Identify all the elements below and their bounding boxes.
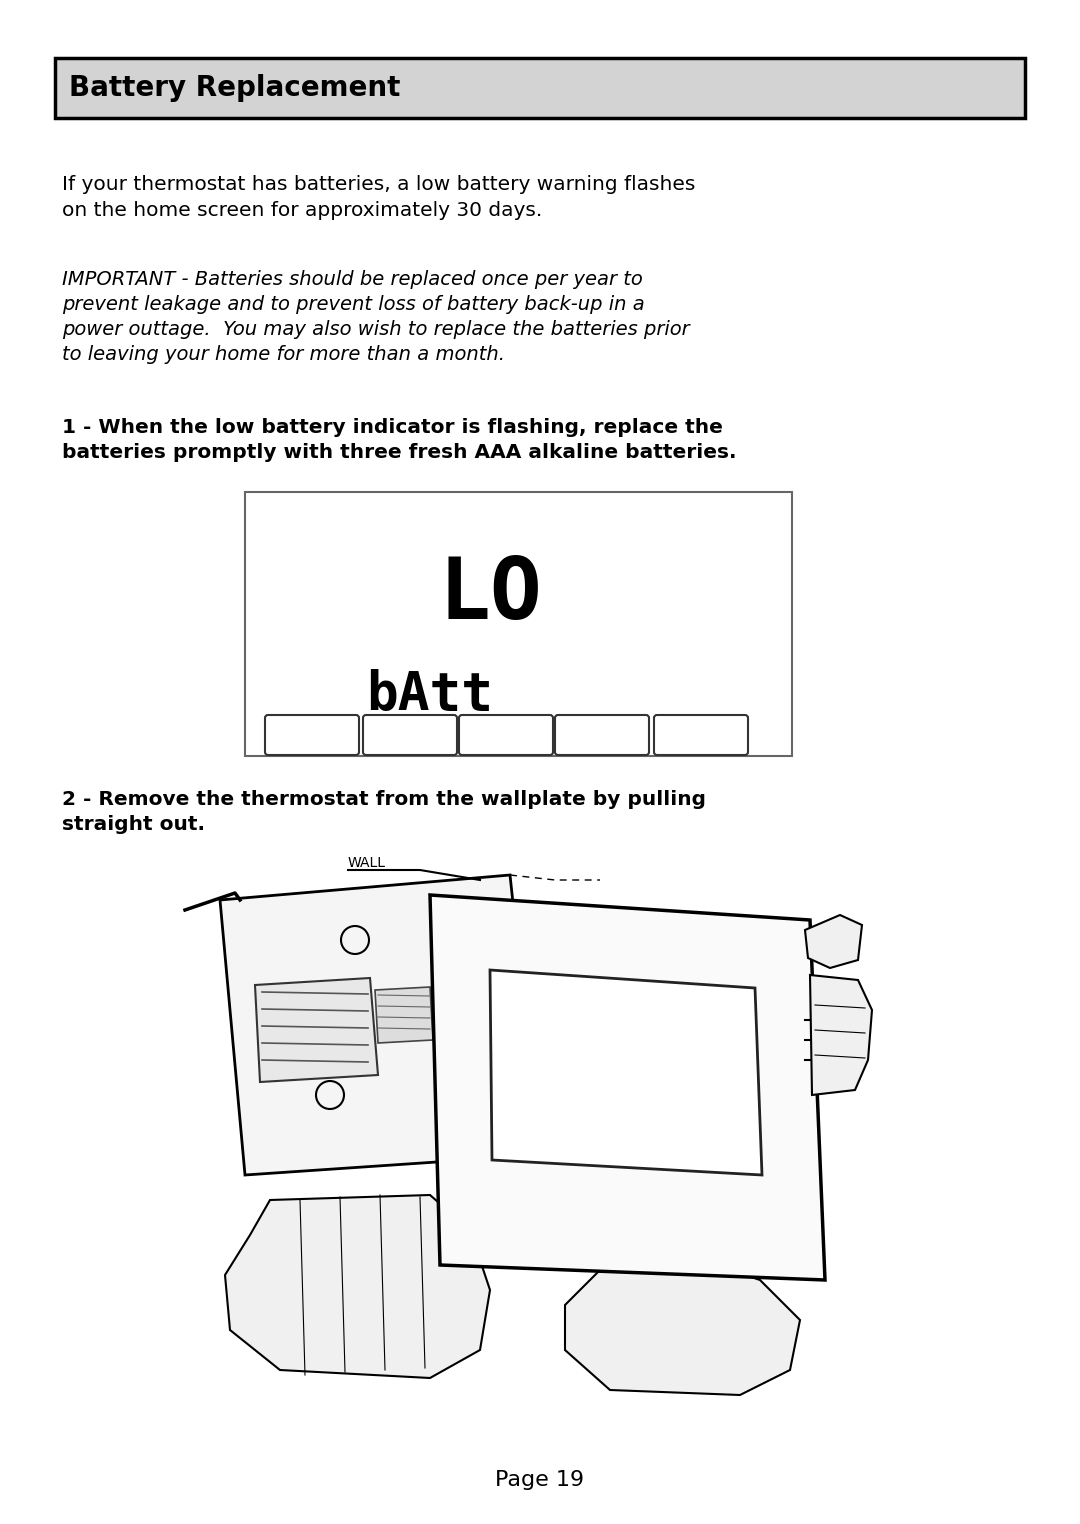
FancyBboxPatch shape <box>459 715 553 754</box>
Text: Battery Replacement: Battery Replacement <box>69 75 401 102</box>
Text: 2 - Remove the thermostat from the wallplate by pulling
straight out.: 2 - Remove the thermostat from the wallp… <box>62 789 706 834</box>
Text: If your thermostat has batteries, a low battery warning flashes
on the home scre: If your thermostat has batteries, a low … <box>62 175 696 219</box>
Polygon shape <box>375 988 433 1042</box>
Text: Page 19: Page 19 <box>496 1471 584 1490</box>
Text: bAtt: bAtt <box>366 669 494 721</box>
FancyBboxPatch shape <box>363 715 457 754</box>
Polygon shape <box>565 1260 800 1394</box>
Polygon shape <box>490 969 762 1175</box>
Polygon shape <box>255 978 378 1082</box>
Polygon shape <box>430 895 825 1280</box>
Bar <box>245 492 792 756</box>
FancyBboxPatch shape <box>654 715 748 754</box>
FancyBboxPatch shape <box>555 715 649 754</box>
Bar <box>55 58 1025 117</box>
Polygon shape <box>225 1195 490 1378</box>
Text: IMPORTANT - Batteries should be replaced once per year to
prevent leakage and to: IMPORTANT - Batteries should be replaced… <box>62 270 690 364</box>
Text: 1 - When the low battery indicator is flashing, replace the
batteries promptly w: 1 - When the low battery indicator is fl… <box>62 418 737 462</box>
Polygon shape <box>220 875 540 1175</box>
Polygon shape <box>810 975 872 1096</box>
FancyBboxPatch shape <box>265 715 359 754</box>
Polygon shape <box>805 914 862 968</box>
Text: WALL: WALL <box>348 856 386 870</box>
Text: LO: LO <box>438 553 542 637</box>
